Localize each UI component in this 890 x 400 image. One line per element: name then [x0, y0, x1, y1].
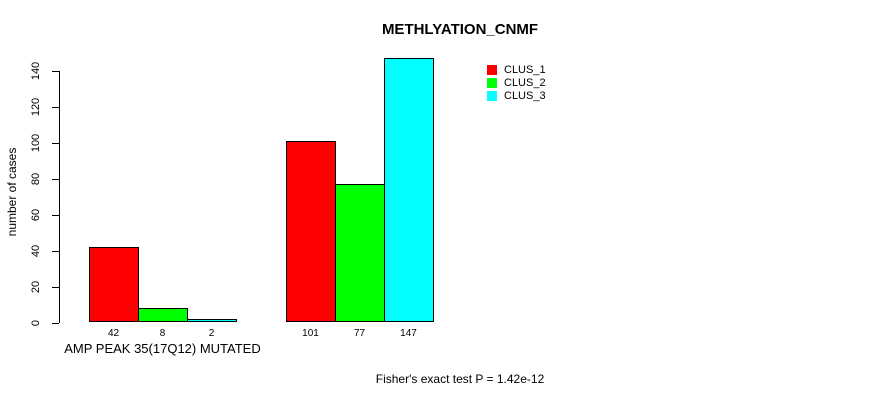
y-axis-tick	[52, 106, 59, 108]
bar-value-label: 147	[400, 328, 417, 339]
bar-value-label: 8	[159, 328, 166, 339]
y-axis-tick	[52, 322, 59, 324]
bar-value-label: 101	[302, 328, 319, 339]
y-axis-tick-label: 100	[30, 133, 42, 153]
legend-swatch-icon	[487, 90, 497, 101]
y-axis-tick-label: 0	[30, 319, 42, 326]
y-axis-tick	[52, 214, 59, 216]
y-axis-tick-label: 80	[30, 172, 42, 185]
annotation-text: Fisher's exact test P = 1.42e-12	[375, 372, 545, 386]
legend-swatch-icon	[487, 64, 497, 75]
legend-item-clus_2: CLUS_2	[487, 76, 546, 89]
legend-label: CLUS_2	[504, 76, 546, 89]
legend-label: CLUS_3	[504, 89, 546, 102]
bar-clus_1-group2	[286, 141, 336, 323]
y-axis-tick	[52, 250, 59, 252]
bar-clus_2-group1	[138, 308, 188, 323]
y-axis-title: number of cases	[5, 147, 19, 237]
bar-value-label: 77	[353, 328, 366, 339]
y-axis-tick-label: 60	[30, 208, 42, 221]
legend-item-clus_3: CLUS_3	[487, 89, 546, 102]
y-axis-tick-label: 120	[30, 97, 42, 117]
y-axis-tick-label: 140	[30, 61, 42, 81]
bar-clus_3-group2	[384, 58, 434, 323]
legend-item-clus_1: CLUS_1	[487, 63, 546, 76]
legend-swatch-icon	[487, 77, 497, 88]
bar-clus_1-group1	[89, 247, 139, 323]
bar-clus_2-group2	[335, 184, 385, 323]
x-axis-group-label: AMP PEAK 35(17Q12) MUTATED	[64, 341, 261, 356]
legend: CLUS_1 CLUS_2 CLUS_3	[487, 63, 546, 102]
y-axis-tick	[52, 286, 59, 288]
y-axis-tick	[52, 142, 59, 144]
chart-title: METHLYATION_CNMF	[381, 21, 539, 38]
y-axis-tick-label: 40	[30, 244, 42, 257]
y-axis-line	[59, 71, 60, 323]
y-axis-tick	[52, 71, 59, 72]
bar-value-label: 2	[208, 328, 215, 339]
bar-clus_3-group1	[187, 318, 237, 323]
bar-value-label: 42	[107, 328, 120, 339]
y-axis-tick	[52, 178, 59, 180]
y-axis-tick-label: 20	[30, 280, 42, 293]
legend-label: CLUS_1	[504, 63, 546, 76]
